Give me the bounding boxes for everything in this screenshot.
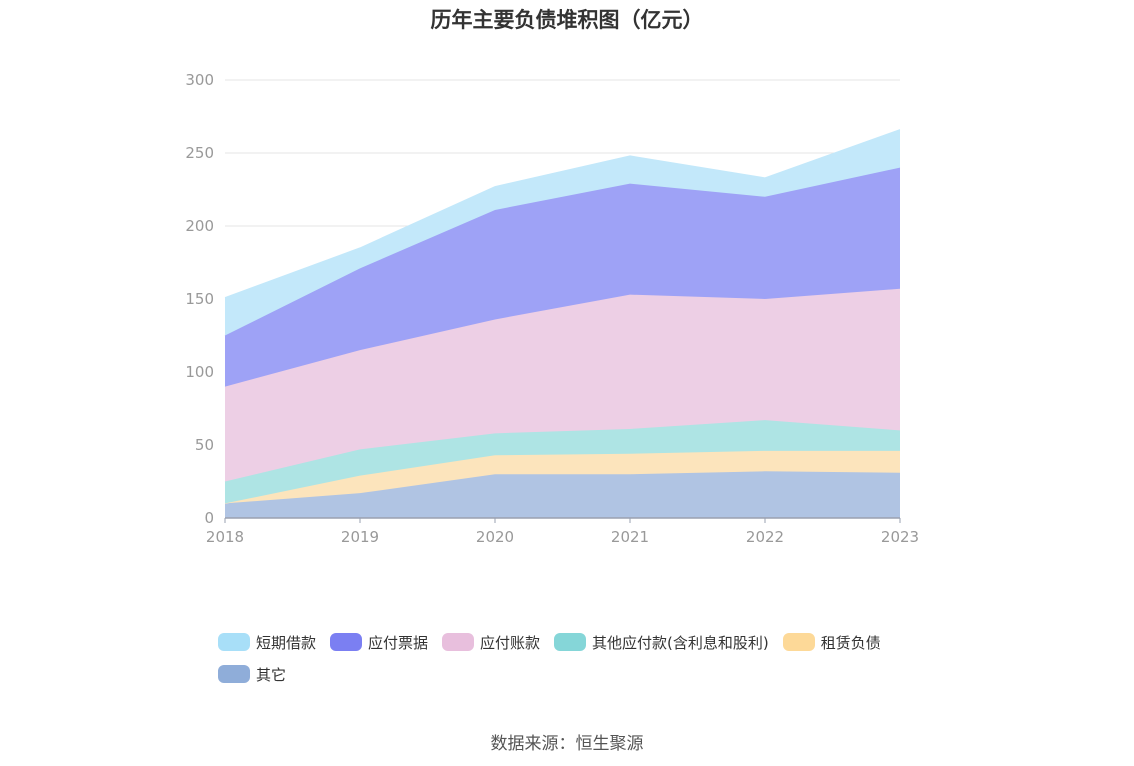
x-tick-label: 2019 xyxy=(341,528,379,546)
legend-swatch xyxy=(218,633,250,651)
area-series-2 xyxy=(225,420,900,504)
y-tick-label: 200 xyxy=(185,217,214,235)
legend-swatch xyxy=(554,633,587,651)
area-series-5 xyxy=(225,129,900,336)
y-tick-label: 250 xyxy=(185,144,214,162)
legend-label: 应付账款 xyxy=(480,633,541,652)
chart-title: 历年主要负债堆积图（亿元） xyxy=(430,8,704,32)
legend-swatch xyxy=(442,633,475,651)
legend-swatch xyxy=(218,665,250,683)
legend-item[interactable]: 应付票据 xyxy=(330,632,428,652)
legend-label: 短期借款 xyxy=(256,633,317,652)
legend-swatch xyxy=(782,633,815,651)
x-tick-label: 2020 xyxy=(476,528,514,546)
legend-item[interactable]: 其他应付款(含利息和股利) xyxy=(554,632,769,652)
legend-label: 其它 xyxy=(256,665,287,684)
legend-item[interactable]: 短期借款 xyxy=(218,632,316,652)
x-tick-label: 2018 xyxy=(206,528,244,546)
area-series-4 xyxy=(225,167,900,387)
x-tick-label: 2022 xyxy=(746,528,784,546)
area-series-1 xyxy=(225,450,900,504)
y-tick-label: 300 xyxy=(185,71,214,89)
y-tick-label: 0 xyxy=(204,509,214,527)
legend-label: 租赁负债 xyxy=(820,633,881,652)
legend-item[interactable]: 租赁负债 xyxy=(782,632,881,652)
legend-item[interactable]: 其它 xyxy=(218,664,286,684)
y-tick-label: 50 xyxy=(195,436,214,454)
legend-item[interactable]: 应付账款 xyxy=(442,632,540,652)
legend-label: 其他应付款(含利息和股利) xyxy=(592,633,769,652)
area-series-3 xyxy=(225,288,900,482)
area-series-0 xyxy=(225,471,900,518)
y-tick-label: 100 xyxy=(185,363,214,381)
data-source: 数据来源：恒生聚源 xyxy=(490,734,644,754)
chart-legend: 短期借款 应付票据 应付账款 其他应付款(含利息和股利) 租赁负债其它 xyxy=(218,632,938,684)
x-tick-label: 2021 xyxy=(611,528,649,546)
x-tick-label: 2023 xyxy=(881,528,919,546)
legend-swatch xyxy=(330,633,363,651)
stacked-area-chart: 0 50 100 150 200 250 300 2018 2019 2020 2021 2022 20… xyxy=(185,71,919,546)
y-tick-label: 150 xyxy=(185,290,214,308)
legend-label: 应付票据 xyxy=(368,633,429,652)
area-line-5 xyxy=(224,129,901,299)
